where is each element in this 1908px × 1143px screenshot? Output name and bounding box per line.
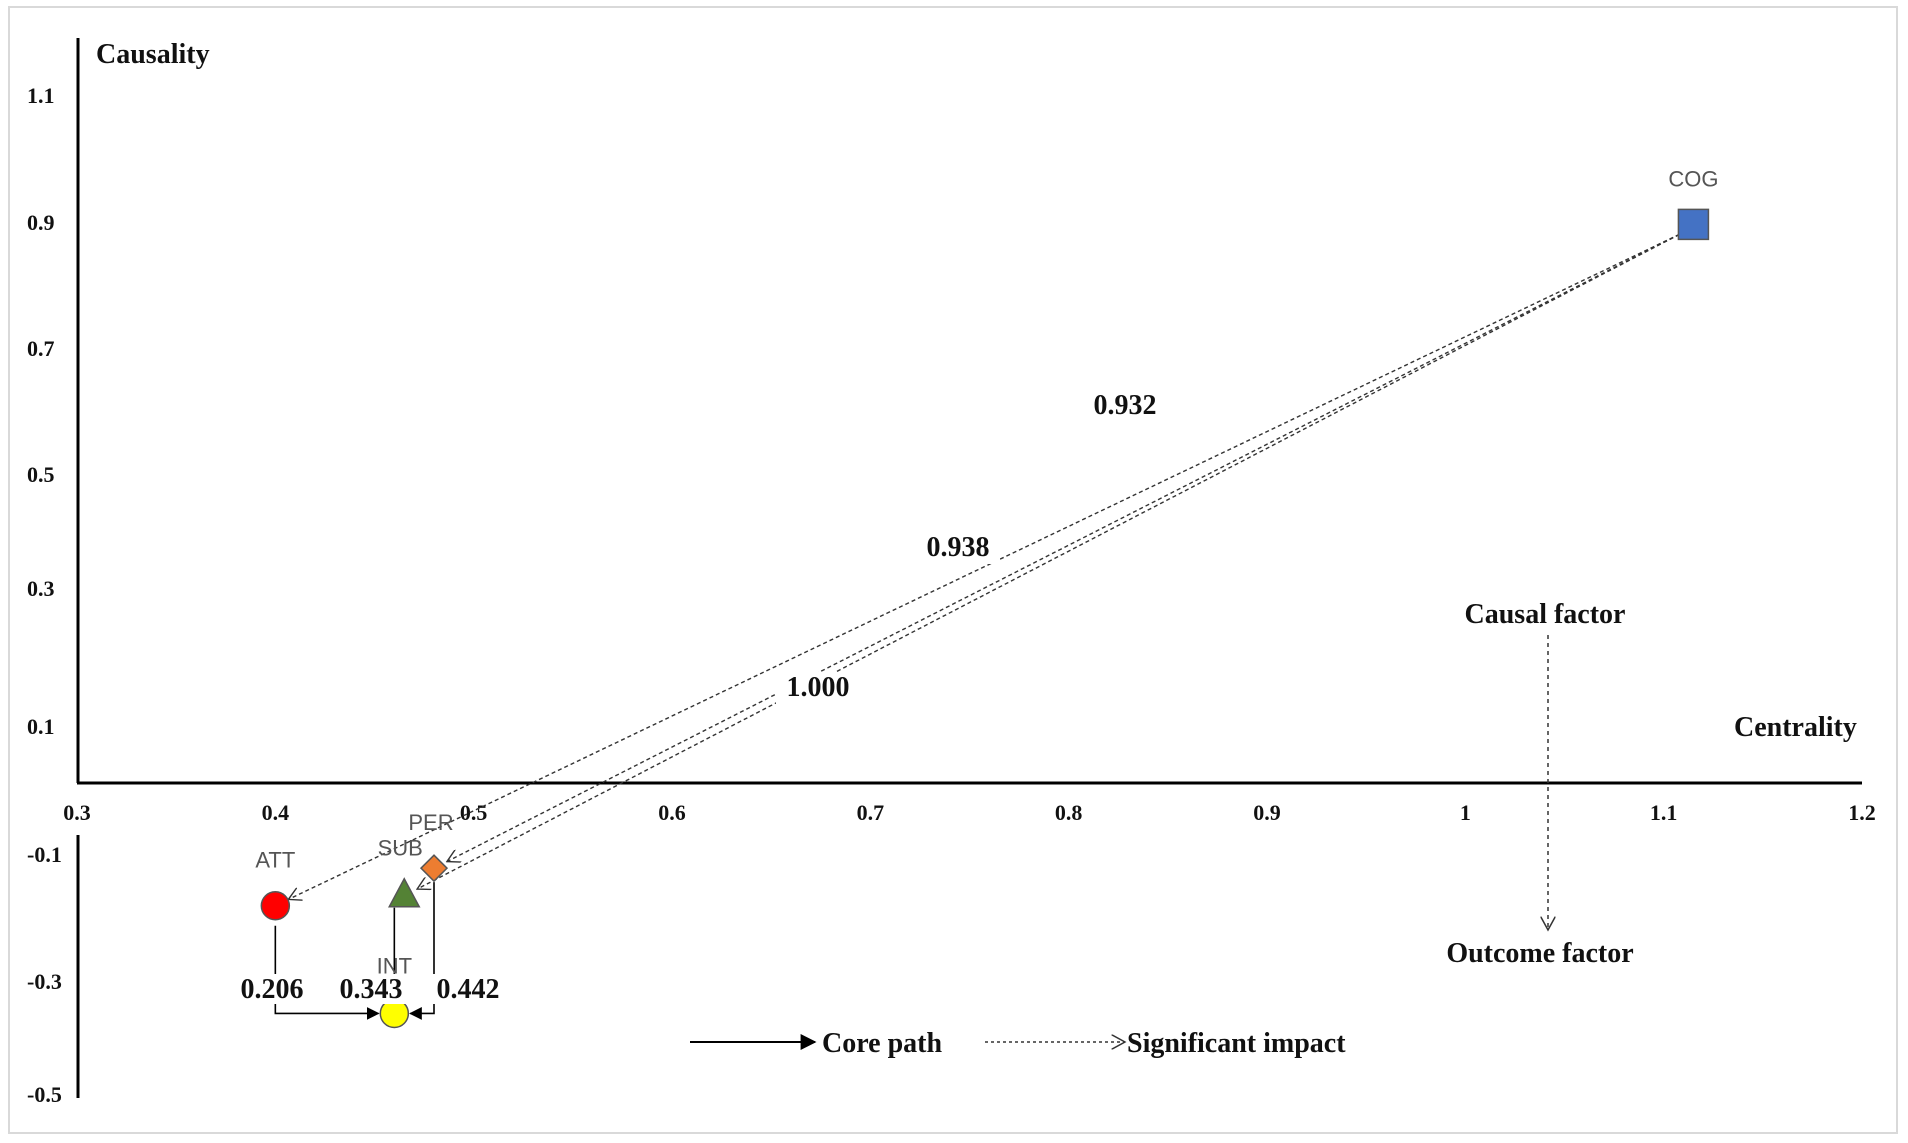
core-path-link: [274, 925, 380, 1020]
x-axis-title: Centrality: [1734, 712, 1857, 743]
sub-label: SUB: [378, 836, 423, 861]
causal-factor-label: Causal factor: [1465, 599, 1626, 630]
y-tick-label: 0.7: [27, 336, 55, 361]
core-path-value: 0.343: [340, 974, 403, 1005]
per-node: [419, 854, 449, 883]
link-label-background: [916, 532, 1000, 564]
significant-impact-link: [288, 233, 1680, 899]
significant-impact-value: 0.932: [1094, 390, 1157, 421]
legend: Core path Significant impact: [690, 1028, 1346, 1059]
y-tick-label: 0.3: [27, 576, 55, 601]
x-tick-label: 0.4: [262, 800, 290, 825]
legend-core-path-label: Core path: [822, 1028, 942, 1059]
x-tick-label: 0.5: [460, 800, 488, 825]
link-label-background: [776, 672, 860, 704]
legend-significant-impact-label: Significant impact: [1127, 1028, 1346, 1059]
core-path-value: 0.442: [437, 974, 500, 1005]
core-label-background: [232, 974, 312, 1004]
x-tick-label: 0.7: [857, 800, 885, 825]
x-tick-label: 0.3: [63, 800, 91, 825]
y-tick-label: 1.1: [27, 83, 55, 108]
significant-impact-value: 0.938: [927, 532, 990, 563]
per-label: PER: [408, 810, 453, 835]
y-tick-label: 0.5: [27, 462, 55, 487]
x-tick-label: 0.8: [1055, 800, 1083, 825]
significant-impact-link: [417, 233, 1680, 889]
outcome-factor-label: Outcome factor: [1446, 938, 1633, 969]
y-tick-label: 0.1: [27, 714, 55, 739]
significant-impact-link: [447, 233, 1680, 861]
y-tick-label: -0.5: [27, 1082, 62, 1107]
sub-node: [387, 877, 421, 908]
y-axis-title: Causality: [96, 39, 210, 70]
y-tick-label: -0.3: [27, 969, 62, 994]
att-node: [260, 890, 291, 921]
x-tick-labels: 0.3 0.4 0.5 0.6 0.7 0.8 0.9 1 1.1 1.2: [63, 800, 1876, 825]
cog-label: COG: [1668, 166, 1718, 191]
cog-node: [1677, 208, 1710, 241]
y-tick-label: -0.1: [27, 842, 62, 867]
significant-impact-value: 1.000: [787, 672, 850, 703]
core-label-background: [428, 974, 508, 1004]
x-tick-label: 1.2: [1848, 800, 1876, 825]
y-tick-labels: 1.1 0.9 0.7 0.5 0.3 0.1 -0.1 -0.3 -0.5: [27, 83, 62, 1107]
core-path-value: 0.206: [241, 974, 304, 1005]
link-value-labels: 0.932 0.938 1.000 0.206 0.343 0.442: [232, 390, 1167, 1005]
core-label-background: [331, 974, 411, 1004]
links-layer: [274, 233, 1680, 1020]
x-tick-label: 0.9: [1253, 800, 1281, 825]
x-tick-label: 0.6: [658, 800, 686, 825]
x-tick-label: 1: [1460, 800, 1471, 825]
y-tick-label: 0.9: [27, 210, 55, 235]
x-tick-label: 1.1: [1650, 800, 1678, 825]
att-label: ATT: [255, 848, 295, 873]
chart-frame: [8, 6, 1898, 1134]
core-path-link: [409, 882, 435, 1020]
link-label-background: [1083, 390, 1167, 422]
